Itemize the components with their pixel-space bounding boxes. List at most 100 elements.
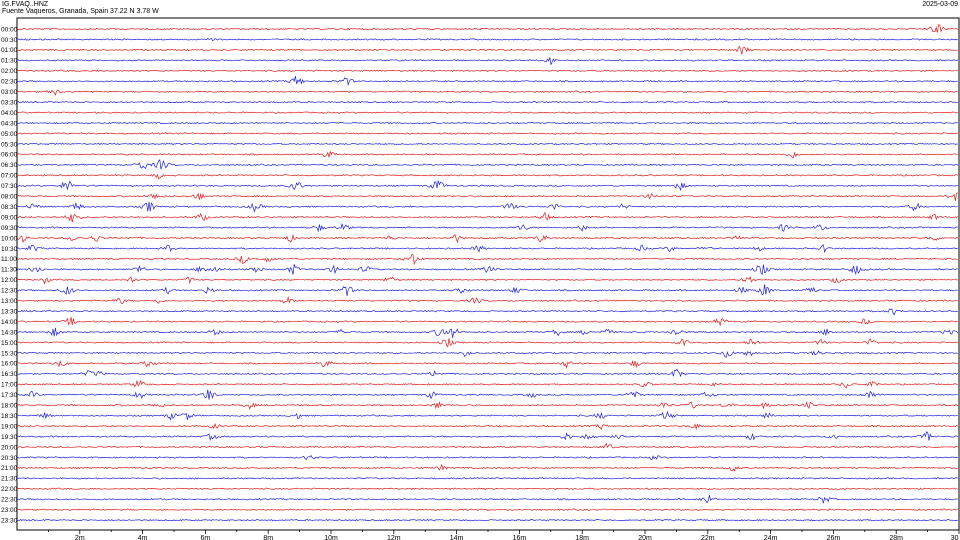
row-time-label: 00:00	[1, 26, 18, 33]
x-tick-label: 30	[951, 535, 959, 540]
trace-line	[16, 111, 958, 114]
row-time-label: 11:00	[1, 256, 17, 263]
trace-line	[16, 477, 958, 480]
row-time-label: 14:30	[1, 329, 18, 336]
trace-line	[16, 100, 958, 104]
row-time-label: 16:00	[1, 361, 18, 368]
row-time-label: 04:30	[1, 120, 18, 127]
trace-line	[16, 89, 958, 96]
row-time-label: 20:30	[1, 455, 18, 462]
x-tick-label: 24m	[764, 535, 778, 540]
row-time-label: 12:00	[1, 277, 18, 284]
x-tick-label: 2m	[75, 535, 85, 540]
trace-line	[16, 455, 959, 461]
row-time-label: 19:00	[1, 423, 18, 430]
trace-line	[16, 308, 958, 316]
row-time-label: 22:30	[1, 497, 18, 504]
row-time-label: 13:00	[1, 298, 18, 305]
row-time-label: 22:00	[1, 486, 18, 493]
row-time-label: 07:00	[1, 173, 18, 180]
x-tick-label: 12m	[387, 535, 401, 540]
row-time-label: 03:00	[1, 89, 18, 96]
x-tick-label: 18m	[575, 535, 589, 540]
row-time-label: 19:30	[1, 434, 18, 441]
trace-line	[16, 121, 958, 125]
row-time-label: 11:30	[1, 267, 17, 274]
trace-line	[16, 359, 958, 370]
plot-frame	[16, 17, 960, 531]
row-time-label: 09:30	[1, 225, 18, 232]
row-time-label: 15:00	[1, 340, 18, 347]
trace-line	[16, 389, 958, 400]
trace-line	[16, 296, 958, 304]
row-time-label: 02:30	[1, 79, 18, 86]
x-tick-label: 8m	[263, 535, 273, 540]
row-time-label: 23:30	[1, 517, 18, 524]
row-time-label: 01:00	[1, 47, 18, 54]
trace-line	[16, 75, 958, 87]
trace-line	[16, 350, 958, 358]
trace-line	[16, 495, 958, 504]
trace-line	[16, 45, 958, 55]
trace-line	[16, 316, 958, 326]
row-time-label: 01:30	[1, 58, 18, 65]
row-time-label: 08:00	[1, 194, 18, 201]
trace-line	[16, 211, 959, 223]
station-location: Fuente Vaqueros, Granada, Spain 37.22 N …	[2, 8, 159, 15]
trace-line	[16, 244, 958, 254]
trace-line	[16, 37, 958, 42]
trace-line	[16, 57, 959, 66]
trace-line	[16, 442, 958, 449]
trace-line	[16, 24, 959, 33]
trace-line	[16, 518, 958, 522]
x-tick-label: 20m	[638, 535, 652, 540]
trace-line	[16, 431, 958, 442]
row-time-label: 10:30	[1, 246, 18, 253]
trace-line	[16, 159, 959, 170]
x-tick-label: 10m	[324, 535, 338, 540]
row-time-label: 21:30	[1, 476, 18, 483]
row-time-label: 13:30	[1, 308, 18, 315]
trace-line	[16, 132, 958, 135]
trace-line	[16, 400, 959, 410]
row-time-label: 18:00	[1, 403, 18, 410]
row-time-label: 04:00	[1, 110, 18, 117]
trace-line	[16, 422, 958, 431]
trace-line	[16, 327, 959, 338]
trace-line	[16, 487, 958, 491]
row-time-label: 12:30	[1, 288, 18, 295]
row-time-label: 23:00	[1, 507, 18, 514]
x-tick-label: 16m	[513, 535, 527, 540]
row-time-label: 16:30	[1, 371, 18, 378]
trace-line	[16, 192, 958, 201]
x-tick-label: 14m	[450, 535, 464, 540]
row-time-label: 03:30	[1, 99, 18, 106]
x-tick-label: 28m	[889, 535, 903, 540]
row-time-label: 05:30	[1, 141, 18, 148]
trace-line	[16, 180, 958, 192]
row-time-label: 06:00	[1, 152, 18, 159]
row-time-label: 00:30	[1, 37, 18, 44]
row-time-label: 02:00	[1, 68, 18, 75]
x-tick-label: 6m	[201, 535, 211, 540]
row-time-label: 18:30	[1, 413, 18, 420]
trace-line	[16, 254, 958, 266]
trace-line	[16, 69, 959, 73]
trace-line	[16, 368, 959, 378]
station-code: IG.FVAQ..HNZ	[2, 1, 49, 8]
row-time-label: 10:00	[1, 235, 18, 242]
row-time-label: 09:00	[1, 214, 18, 221]
row-time-label: 20:00	[1, 444, 18, 451]
x-tick-label: 4m	[138, 535, 148, 540]
trace-line	[16, 150, 958, 159]
record-date: 2025-03-09	[922, 1, 958, 8]
row-time-label: 14:00	[1, 319, 18, 326]
trace-line	[16, 173, 958, 180]
trace-line	[16, 463, 958, 472]
x-tick-label: 26m	[827, 535, 841, 540]
row-time-label: 06:30	[1, 162, 18, 169]
row-time-label: 15:30	[1, 350, 18, 357]
trace-line	[16, 142, 958, 146]
row-time-label: 07:30	[1, 183, 18, 190]
